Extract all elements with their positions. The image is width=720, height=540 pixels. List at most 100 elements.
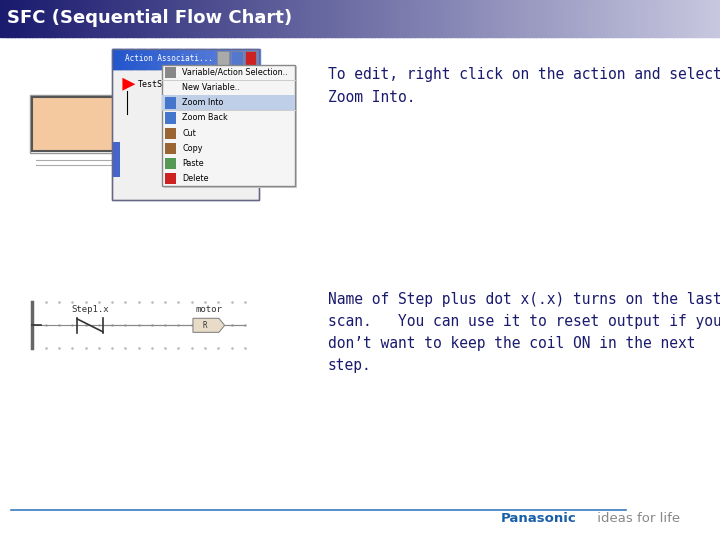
Bar — [155, 0, 159, 37]
Bar — [112, 49, 114, 69]
Bar — [169, 0, 174, 37]
Bar — [623, 0, 627, 37]
Bar — [515, 0, 519, 37]
Bar — [252, 49, 254, 69]
Text: ideas for life: ideas for life — [593, 512, 680, 525]
Bar — [385, 0, 390, 37]
Bar — [165, 49, 168, 69]
Bar — [281, 0, 285, 37]
Bar — [243, 49, 245, 69]
Bar — [533, 0, 537, 37]
Bar — [180, 0, 184, 37]
Bar — [562, 0, 566, 37]
Bar — [346, 0, 350, 37]
Bar — [215, 49, 217, 69]
Bar — [371, 0, 375, 37]
Text: SFC (Sequential Flow Chart): SFC (Sequential Flow Chart) — [7, 9, 292, 28]
Bar — [194, 49, 197, 69]
Bar — [598, 0, 602, 37]
Bar — [127, 49, 129, 69]
Bar — [198, 49, 201, 69]
Bar — [508, 0, 512, 37]
Bar — [97, 0, 102, 37]
Bar — [421, 0, 426, 37]
Bar — [299, 0, 303, 37]
Text: Copy: Copy — [182, 144, 202, 153]
Bar — [619, 0, 624, 37]
Bar — [224, 49, 227, 69]
Bar — [174, 49, 177, 69]
Bar — [144, 0, 148, 37]
Bar — [644, 0, 649, 37]
Bar — [122, 0, 127, 37]
Bar — [173, 0, 177, 37]
Bar — [428, 0, 433, 37]
Bar — [130, 0, 134, 37]
Bar — [331, 0, 336, 37]
Bar — [184, 49, 186, 69]
Bar — [132, 49, 135, 69]
Bar — [145, 49, 148, 69]
Bar — [497, 0, 501, 37]
Bar — [529, 0, 534, 37]
Bar — [187, 0, 192, 37]
Bar — [156, 49, 158, 69]
Bar — [446, 0, 451, 37]
Bar — [259, 0, 264, 37]
Bar — [540, 0, 544, 37]
Bar — [239, 49, 241, 69]
Bar — [601, 0, 606, 37]
Bar — [518, 0, 523, 37]
Text: Panasonic: Panasonic — [500, 512, 576, 525]
Bar — [374, 0, 379, 37]
Bar — [360, 0, 364, 37]
Bar — [245, 49, 247, 69]
Bar — [302, 0, 307, 37]
Bar — [630, 0, 634, 37]
Bar — [706, 0, 710, 37]
Bar — [154, 49, 157, 69]
Bar — [475, 0, 480, 37]
Bar — [162, 0, 166, 37]
Bar — [227, 0, 231, 37]
Bar — [716, 0, 720, 37]
Bar — [493, 0, 498, 37]
Bar — [68, 0, 73, 37]
Bar — [414, 0, 418, 37]
Bar — [115, 0, 120, 37]
Bar — [691, 0, 696, 37]
Bar — [634, 0, 638, 37]
Bar — [36, 0, 40, 37]
Bar — [212, 0, 217, 37]
Bar — [367, 0, 372, 37]
Bar — [576, 0, 580, 37]
Bar — [119, 49, 122, 69]
Bar — [241, 0, 246, 37]
Bar — [150, 49, 153, 69]
Bar — [482, 0, 487, 37]
Bar — [536, 0, 541, 37]
Bar — [173, 49, 175, 69]
Bar — [11, 0, 15, 37]
Bar — [30, 95, 129, 153]
Bar — [79, 0, 84, 37]
Bar — [226, 49, 228, 69]
Bar — [191, 0, 195, 37]
Bar — [565, 0, 570, 37]
Bar — [207, 49, 210, 69]
Bar — [140, 0, 145, 37]
Bar — [147, 49, 149, 69]
Bar — [626, 0, 631, 37]
Bar — [274, 0, 278, 37]
Bar — [313, 0, 318, 37]
Bar — [119, 0, 123, 37]
Bar — [702, 0, 706, 37]
Bar — [165, 67, 176, 78]
Bar — [133, 0, 138, 37]
Bar — [165, 158, 176, 170]
Text: Delete: Delete — [182, 174, 209, 183]
Bar — [461, 0, 465, 37]
Bar — [677, 0, 681, 37]
Bar — [572, 0, 577, 37]
Bar — [256, 49, 258, 69]
